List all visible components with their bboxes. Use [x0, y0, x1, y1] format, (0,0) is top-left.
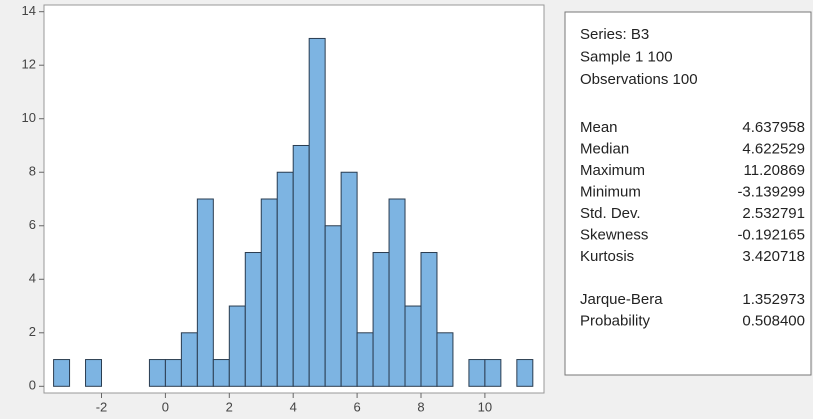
x-tick-label: -2: [96, 399, 108, 414]
x-tick-label: 10: [478, 399, 492, 414]
y-tick-label: 6: [29, 217, 36, 232]
y-tick-label: 12: [22, 57, 36, 72]
bar: [212, 359, 230, 387]
stat-value: -3.139299: [737, 183, 805, 200]
bar: [53, 359, 71, 387]
y-tick-label: 0: [29, 378, 36, 393]
bar: [308, 37, 326, 387]
bar: [292, 144, 310, 387]
stat-label: Minimum: [580, 183, 641, 200]
x-tick-label: 6: [353, 399, 360, 414]
bar: [164, 359, 182, 387]
y-tick-label: 8: [29, 164, 36, 179]
stats-header: Sample 1 100: [580, 48, 673, 65]
bar: [228, 305, 246, 387]
test-label: Jarque-Bera: [580, 291, 663, 308]
stat-value: -0.192165: [737, 226, 805, 243]
stat-value: 3.420718: [742, 248, 805, 265]
bar: [148, 359, 166, 387]
stat-value: 11.20869: [744, 162, 805, 179]
stat-label: Mean: [580, 119, 618, 136]
x-tick-label: 0: [162, 399, 169, 414]
stat-value: 2.532791: [742, 205, 805, 222]
bar: [516, 359, 534, 387]
bar: [244, 252, 262, 387]
stat-label: Kurtosis: [580, 248, 634, 265]
y-tick-label: 10: [22, 110, 36, 125]
y-tick-label: 4: [29, 271, 36, 286]
stat-label: Median: [580, 140, 629, 157]
stat-value: 4.622529: [742, 140, 805, 157]
bar: [468, 359, 486, 387]
stats-panel: [564, 11, 812, 376]
x-tick-label: 8: [417, 399, 424, 414]
bar: [484, 359, 502, 387]
test-label: Probability: [580, 312, 651, 329]
y-tick-label: 2: [29, 324, 36, 339]
stat-label: Maximum: [580, 162, 645, 179]
bar: [436, 332, 454, 387]
x-tick-label: 2: [226, 399, 233, 414]
y-tick-label: 14: [22, 3, 36, 18]
bar: [260, 198, 278, 387]
bar: [404, 305, 422, 387]
bar: [388, 198, 406, 387]
x-tick-label: 4: [290, 399, 297, 414]
test-value: 1.352973: [742, 291, 805, 308]
bar: [372, 252, 390, 387]
bar: [85, 359, 103, 387]
test-value: 0.508400: [742, 312, 805, 329]
bar: [180, 332, 198, 387]
bar: [356, 332, 374, 387]
stat-label: Skewness: [580, 226, 648, 243]
bar: [276, 171, 294, 387]
bar: [324, 225, 342, 387]
stat-label: Std. Dev.: [580, 205, 641, 222]
bar: [196, 198, 214, 387]
stat-value: 4.637958: [742, 119, 805, 136]
stats-header: Series: B3: [580, 26, 649, 43]
bar: [340, 171, 358, 387]
bar: [420, 252, 438, 387]
stats-header: Observations 100: [580, 71, 698, 88]
